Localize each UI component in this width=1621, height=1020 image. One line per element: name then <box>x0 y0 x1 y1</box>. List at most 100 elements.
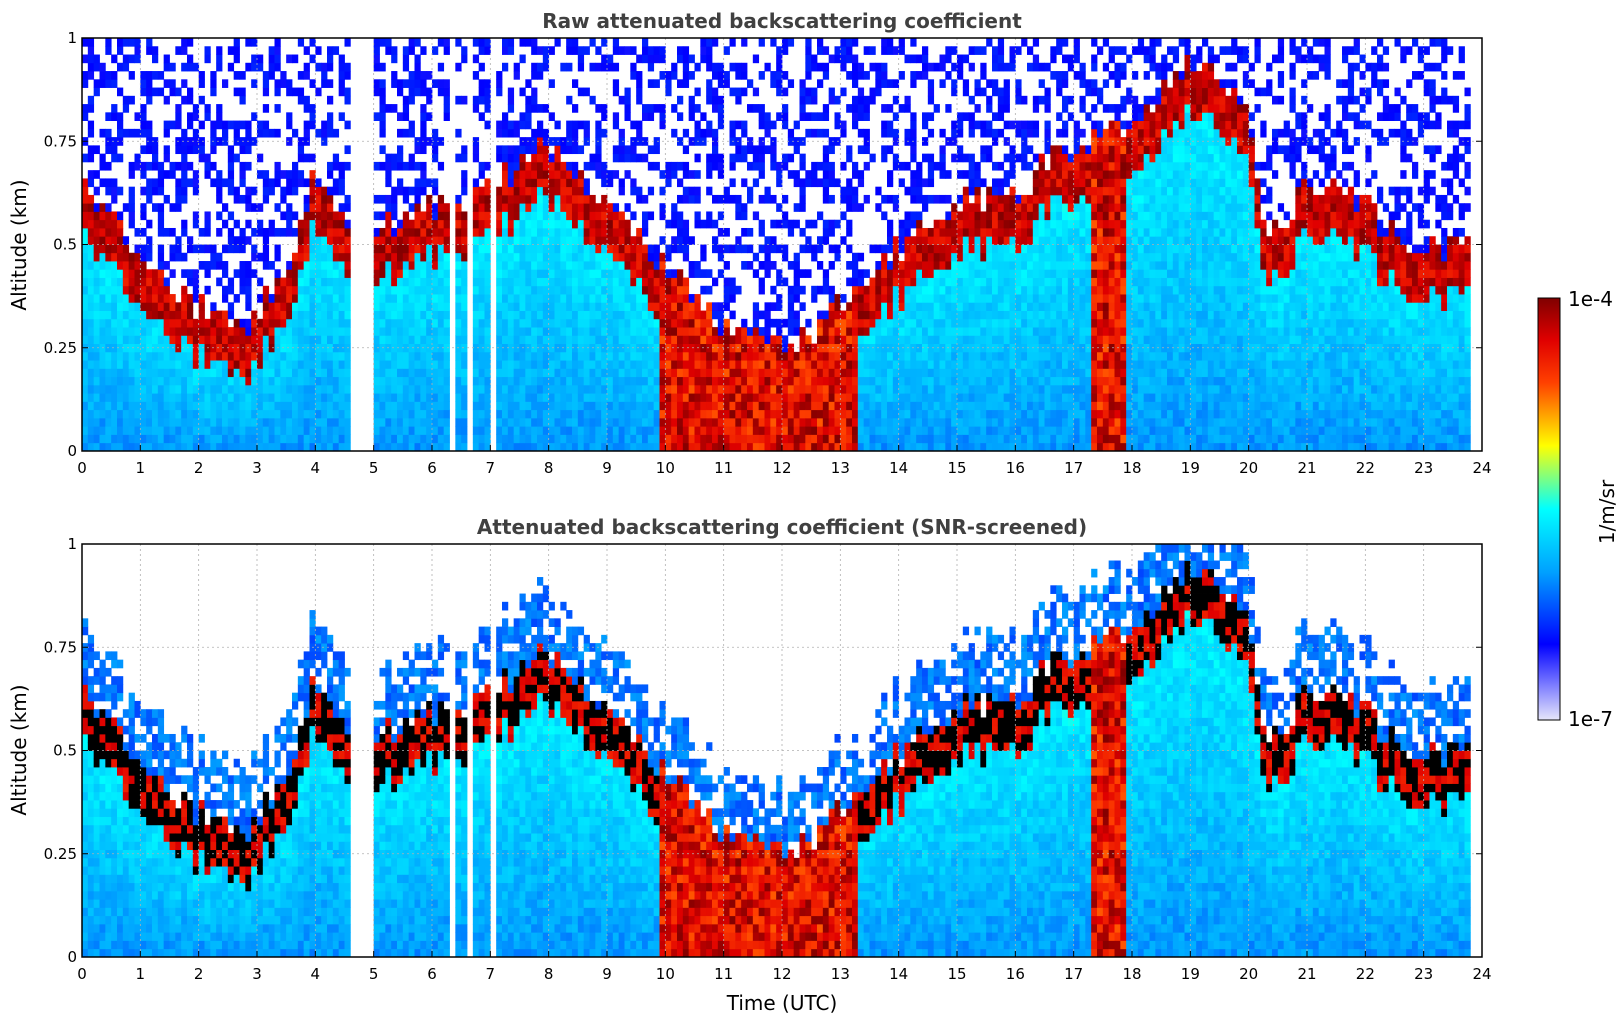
heatmap-cell <box>192 343 200 353</box>
heatmap-cell <box>898 401 905 411</box>
heatmap-cell <box>636 442 643 451</box>
heatmap-cell <box>286 318 293 328</box>
heatmap-cell <box>857 178 865 188</box>
heatmap-cell <box>548 376 555 386</box>
heatmap-cell <box>111 426 118 435</box>
heatmap-cell <box>111 269 118 278</box>
heatmap-cell <box>111 327 118 336</box>
heatmap-cell <box>455 236 462 245</box>
heatmap-cell <box>653 409 660 419</box>
heatmap-cell <box>163 145 170 155</box>
heatmap-cell <box>297 335 305 345</box>
heatmap-cell <box>309 38 316 47</box>
heatmap-cell <box>566 360 573 369</box>
heatmap-cell <box>303 269 310 278</box>
heatmap-cell <box>694 170 701 179</box>
heatmap-cell <box>671 318 678 328</box>
heatmap-cell <box>163 426 170 435</box>
heatmap-cell <box>863 417 870 427</box>
heatmap-cell <box>653 161 660 171</box>
heatmap-cell <box>642 153 649 163</box>
heatmap-cell <box>548 137 555 146</box>
heatmap-cell <box>117 426 124 435</box>
heatmap-cell <box>939 434 946 444</box>
heatmap-cell <box>122 327 130 336</box>
heatmap-cell <box>432 186 439 196</box>
heatmap-cell <box>811 393 818 402</box>
heatmap-cell <box>537 384 544 394</box>
heatmap-cell <box>414 376 421 386</box>
heatmap-cell <box>822 442 830 451</box>
heatmap-cell <box>612 227 620 237</box>
heatmap-cell <box>787 434 795 444</box>
heatmap-cell <box>770 120 777 130</box>
heatmap-cell <box>402 236 410 245</box>
heatmap-cell <box>146 244 153 254</box>
heatmap-cell <box>688 351 695 361</box>
heatmap-cell <box>682 227 690 237</box>
heatmap-cell <box>344 417 351 427</box>
heatmap-cell <box>916 343 923 353</box>
heatmap-cell <box>268 384 275 394</box>
heatmap-cell <box>852 120 859 130</box>
heatmap-cell <box>922 384 929 394</box>
heatmap-cell <box>297 302 305 311</box>
heatmap-cell <box>863 145 870 155</box>
heatmap-cell <box>741 442 748 451</box>
heatmap-cell <box>152 442 159 451</box>
heatmap-cell <box>752 442 760 451</box>
heatmap-cell <box>694 351 701 361</box>
heatmap-cell <box>671 434 678 444</box>
heatmap-cell <box>688 186 695 196</box>
heatmap-cell <box>828 219 835 229</box>
heatmap-cell <box>239 351 246 361</box>
heatmap-cell <box>607 401 614 411</box>
heatmap-cell <box>869 302 876 311</box>
heatmap-cell <box>916 285 923 295</box>
heatmap-cell <box>408 376 415 386</box>
heatmap-cell <box>811 87 818 97</box>
heatmap-cell <box>157 335 165 345</box>
heatmap-cell <box>822 145 830 155</box>
heatmap-cell <box>729 310 736 320</box>
heatmap-cell <box>601 244 608 254</box>
heatmap-cell <box>560 211 567 221</box>
heatmap-cell <box>682 417 690 427</box>
heatmap-cell <box>420 393 427 402</box>
heatmap-cell <box>122 376 130 386</box>
heatmap-cell <box>373 442 380 451</box>
heatmap-cell <box>700 318 707 328</box>
heatmap-cell <box>175 194 182 204</box>
heatmap-cell <box>426 302 433 311</box>
heatmap-cell <box>513 219 520 229</box>
heatmap-cell <box>245 318 252 328</box>
heatmap-cell <box>303 426 310 435</box>
heatmap-cell <box>653 343 660 353</box>
heatmap-cell <box>437 294 445 303</box>
heatmap-cell <box>787 442 795 451</box>
heatmap-cell <box>671 219 678 229</box>
heatmap-cell <box>309 401 316 411</box>
heatmap-cell <box>496 261 503 270</box>
heatmap-cell <box>117 153 124 163</box>
heatmap-cell <box>274 401 281 411</box>
heatmap-cell <box>262 426 270 435</box>
heatmap-cell <box>799 87 806 97</box>
heatmap-cell <box>892 285 900 295</box>
heatmap-cell <box>624 335 631 345</box>
heatmap-cell <box>198 360 205 369</box>
heatmap-cell <box>192 112 200 121</box>
heatmap-cell <box>612 120 620 130</box>
heatmap-cell <box>146 128 153 138</box>
heatmap-cell <box>747 261 754 270</box>
heatmap-cell <box>560 277 567 287</box>
heatmap-cell <box>309 409 316 419</box>
heatmap-cell <box>93 145 100 155</box>
heatmap-cell <box>857 318 865 328</box>
heatmap-cell <box>910 252 917 262</box>
heatmap-cell <box>682 219 690 229</box>
heatmap-cell <box>589 335 596 345</box>
heatmap-cell <box>122 434 130 444</box>
heatmap-cell <box>706 327 713 336</box>
heatmap-cell <box>210 71 217 80</box>
